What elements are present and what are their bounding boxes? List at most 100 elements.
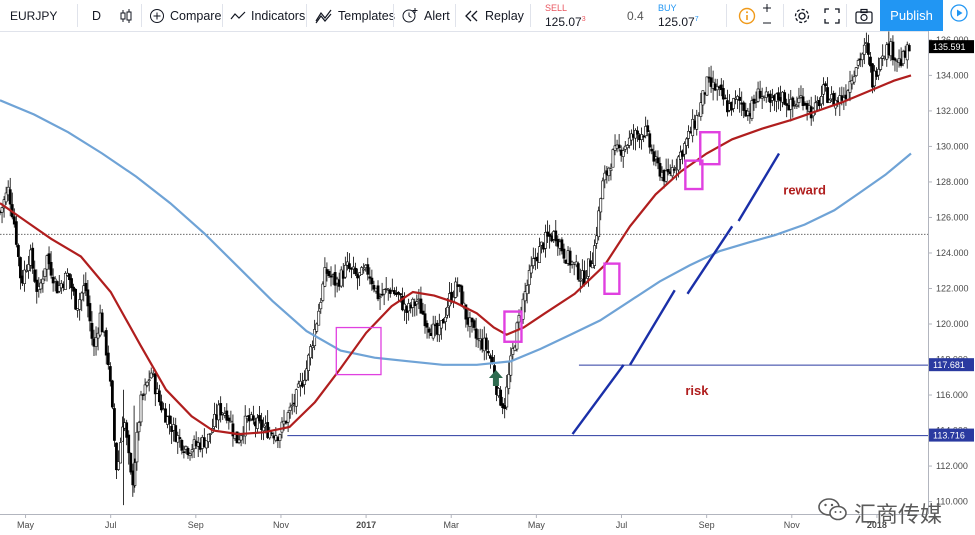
candle-body bbox=[127, 434, 131, 454]
candle bbox=[229, 410, 233, 423]
play-button[interactable] bbox=[943, 0, 975, 31]
candle bbox=[115, 442, 118, 480]
candle-body bbox=[593, 245, 597, 266]
zoom-in-button[interactable] bbox=[762, 0, 772, 16]
symbol-selector[interactable]: EURJPY bbox=[10, 0, 57, 31]
info-button[interactable] bbox=[738, 0, 756, 31]
candle-body bbox=[307, 354, 310, 371]
candle-body bbox=[822, 84, 825, 95]
rectangle-drawing[interactable] bbox=[684, 159, 704, 191]
candle bbox=[143, 378, 147, 401]
watermark: 汇商传媒 bbox=[818, 497, 942, 529]
candle-body bbox=[848, 81, 852, 93]
up-arrow-icon[interactable] bbox=[488, 370, 503, 387]
candle bbox=[307, 353, 310, 381]
rectangle-drawing[interactable] bbox=[699, 131, 721, 166]
sell-button[interactable]: SELL 125.073 bbox=[545, 2, 586, 29]
trend-line[interactable] bbox=[737, 152, 781, 222]
divider bbox=[530, 4, 531, 27]
replay-button[interactable]: Replay bbox=[464, 0, 524, 31]
trend-line[interactable] bbox=[628, 289, 676, 366]
candle bbox=[231, 414, 235, 447]
templates-button[interactable]: Templates bbox=[315, 0, 395, 31]
trend-line[interactable] bbox=[571, 364, 625, 435]
ma-fast-line bbox=[0, 74, 912, 436]
interval-selector[interactable]: D bbox=[92, 0, 101, 31]
snapshot-button[interactable] bbox=[855, 0, 873, 31]
candle bbox=[145, 381, 149, 388]
candle-body bbox=[813, 102, 817, 112]
candle bbox=[560, 237, 564, 255]
candle-body bbox=[652, 151, 656, 162]
candle-body bbox=[507, 374, 511, 389]
alert-button[interactable]: Alert bbox=[401, 0, 450, 31]
candle-body bbox=[8, 189, 12, 205]
indicators-button[interactable]: Indicators bbox=[230, 0, 305, 31]
price-axis[interactable]: 136.000 134.000 132.000 130.000 128.000 126.0… bbox=[928, 31, 975, 514]
candle-body bbox=[854, 67, 858, 76]
candle bbox=[862, 38, 866, 65]
candle-body bbox=[869, 56, 872, 67]
candle-body bbox=[86, 289, 90, 307]
candle bbox=[343, 256, 347, 279]
candle-body bbox=[544, 232, 547, 249]
candle-body bbox=[352, 266, 355, 270]
price-chart[interactable]: reward risk 136.000134.000132.000130.0001… bbox=[0, 31, 975, 535]
candle-body bbox=[464, 304, 468, 320]
candle bbox=[683, 141, 686, 162]
candle-body bbox=[96, 332, 100, 339]
fullscreen-icon bbox=[824, 7, 840, 24]
candle-body bbox=[14, 221, 18, 245]
compare-button[interactable]: Compare bbox=[149, 0, 221, 31]
annotation-risk[interactable]: risk bbox=[685, 383, 709, 398]
candle bbox=[848, 70, 852, 102]
fullscreen-button[interactable] bbox=[824, 0, 840, 31]
candle-body bbox=[511, 348, 515, 355]
annotation-reward[interactable]: reward bbox=[783, 182, 826, 197]
candle bbox=[382, 288, 386, 306]
drawings[interactable]: reward risk bbox=[335, 131, 826, 435]
candle bbox=[705, 76, 709, 96]
candle bbox=[695, 109, 699, 136]
candle-body bbox=[578, 280, 582, 282]
candle-body bbox=[758, 90, 762, 99]
candle bbox=[90, 311, 94, 346]
zoom-out-button[interactable] bbox=[762, 15, 772, 31]
sell-label: SELL bbox=[545, 3, 568, 13]
candle-body bbox=[601, 180, 605, 200]
reference-lines bbox=[0, 233, 928, 437]
candle-body bbox=[139, 394, 143, 423]
candle-body bbox=[860, 53, 864, 61]
chart-type-button[interactable] bbox=[118, 0, 134, 31]
candle bbox=[16, 243, 20, 267]
candle-body bbox=[431, 323, 435, 339]
candle-body bbox=[327, 270, 331, 277]
candle bbox=[666, 158, 670, 176]
candle bbox=[609, 163, 613, 181]
time-axis[interactable]: May Jul Sep Nov 2017 Mar May Jul Sep Nov 2018 bbox=[0, 514, 928, 530]
buy-button[interactable]: BUY 125.077 bbox=[658, 2, 699, 29]
rectangle-drawing[interactable] bbox=[335, 326, 382, 376]
candle bbox=[652, 144, 656, 166]
candle bbox=[348, 253, 351, 273]
candle bbox=[822, 77, 825, 106]
settings-button[interactable] bbox=[793, 0, 811, 31]
rectangle-drawing[interactable] bbox=[603, 262, 621, 296]
trend-line[interactable] bbox=[686, 225, 734, 295]
candle bbox=[368, 267, 372, 285]
candle-body bbox=[23, 269, 26, 284]
candle-body bbox=[19, 257, 22, 279]
candle-body bbox=[278, 434, 282, 441]
candle bbox=[893, 57, 897, 72]
candle-body bbox=[239, 435, 243, 441]
rectangle-drawing[interactable] bbox=[503, 310, 523, 343]
candle-body bbox=[258, 415, 261, 422]
candle bbox=[685, 137, 688, 155]
publish-button[interactable]: Publish bbox=[880, 0, 943, 31]
candle-body bbox=[423, 313, 427, 327]
candle-body bbox=[486, 351, 490, 354]
candle-body bbox=[437, 325, 441, 336]
candle bbox=[315, 322, 319, 334]
candle-body bbox=[63, 272, 67, 290]
price-tick-label: 136.000 bbox=[936, 35, 969, 45]
